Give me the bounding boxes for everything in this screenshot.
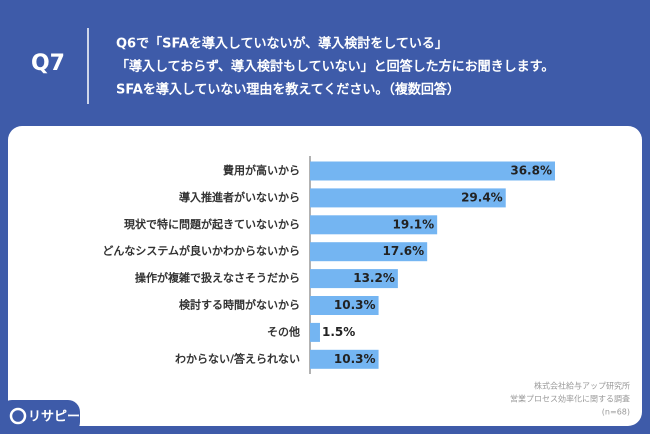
category-label: どんなシステムが良いかわからないから — [102, 244, 300, 258]
category-label: 現状で特に問題が起きていないから — [124, 217, 300, 231]
value-label: 29.4% — [461, 190, 503, 204]
bar — [310, 188, 506, 208]
source: 営業プロセス効率化に関する調査 — [510, 394, 630, 404]
value-label: 1.5% — [322, 325, 355, 339]
question-line: SFAを導入していない理由を教えてください。（複数回答） — [116, 82, 460, 98]
question-line: Q6で「SFAを導入していないが、導入検討をしている」 — [116, 36, 448, 52]
logo-icon — [9, 407, 27, 425]
value-label: 19.1% — [393, 217, 435, 231]
bar — [310, 161, 555, 181]
category-label: 検討する時間がないから — [179, 298, 300, 312]
source: 株式会社給与アップ研究所 — [534, 381, 630, 391]
value-label: 10.3% — [334, 352, 376, 366]
category-label: 操作が複雑で扱えなさそうだから — [135, 271, 300, 285]
category-label: その他 — [267, 324, 300, 338]
bar — [310, 215, 438, 235]
bar — [310, 269, 398, 289]
category-label: 費用が高いから — [223, 163, 300, 177]
value-label: 10.3% — [334, 298, 376, 312]
bar — [310, 349, 379, 369]
category-label: 導入推進者がいないから — [179, 190, 300, 204]
bar — [310, 322, 320, 342]
category-label: わからない/答えられない — [175, 351, 300, 365]
bar — [310, 296, 379, 315]
source: (n=68) — [602, 408, 630, 417]
bar — [310, 242, 428, 262]
value-label: 36.8% — [510, 164, 552, 178]
value-label: 17.6% — [383, 244, 425, 258]
question-number: Q7 — [31, 51, 65, 76]
value-label: 13.2% — [353, 271, 395, 285]
question-line: 「導入しておらず、導入検討もしていない」と回答した方にお聞きします。 — [116, 59, 554, 75]
logo: リサピー — [28, 410, 80, 425]
